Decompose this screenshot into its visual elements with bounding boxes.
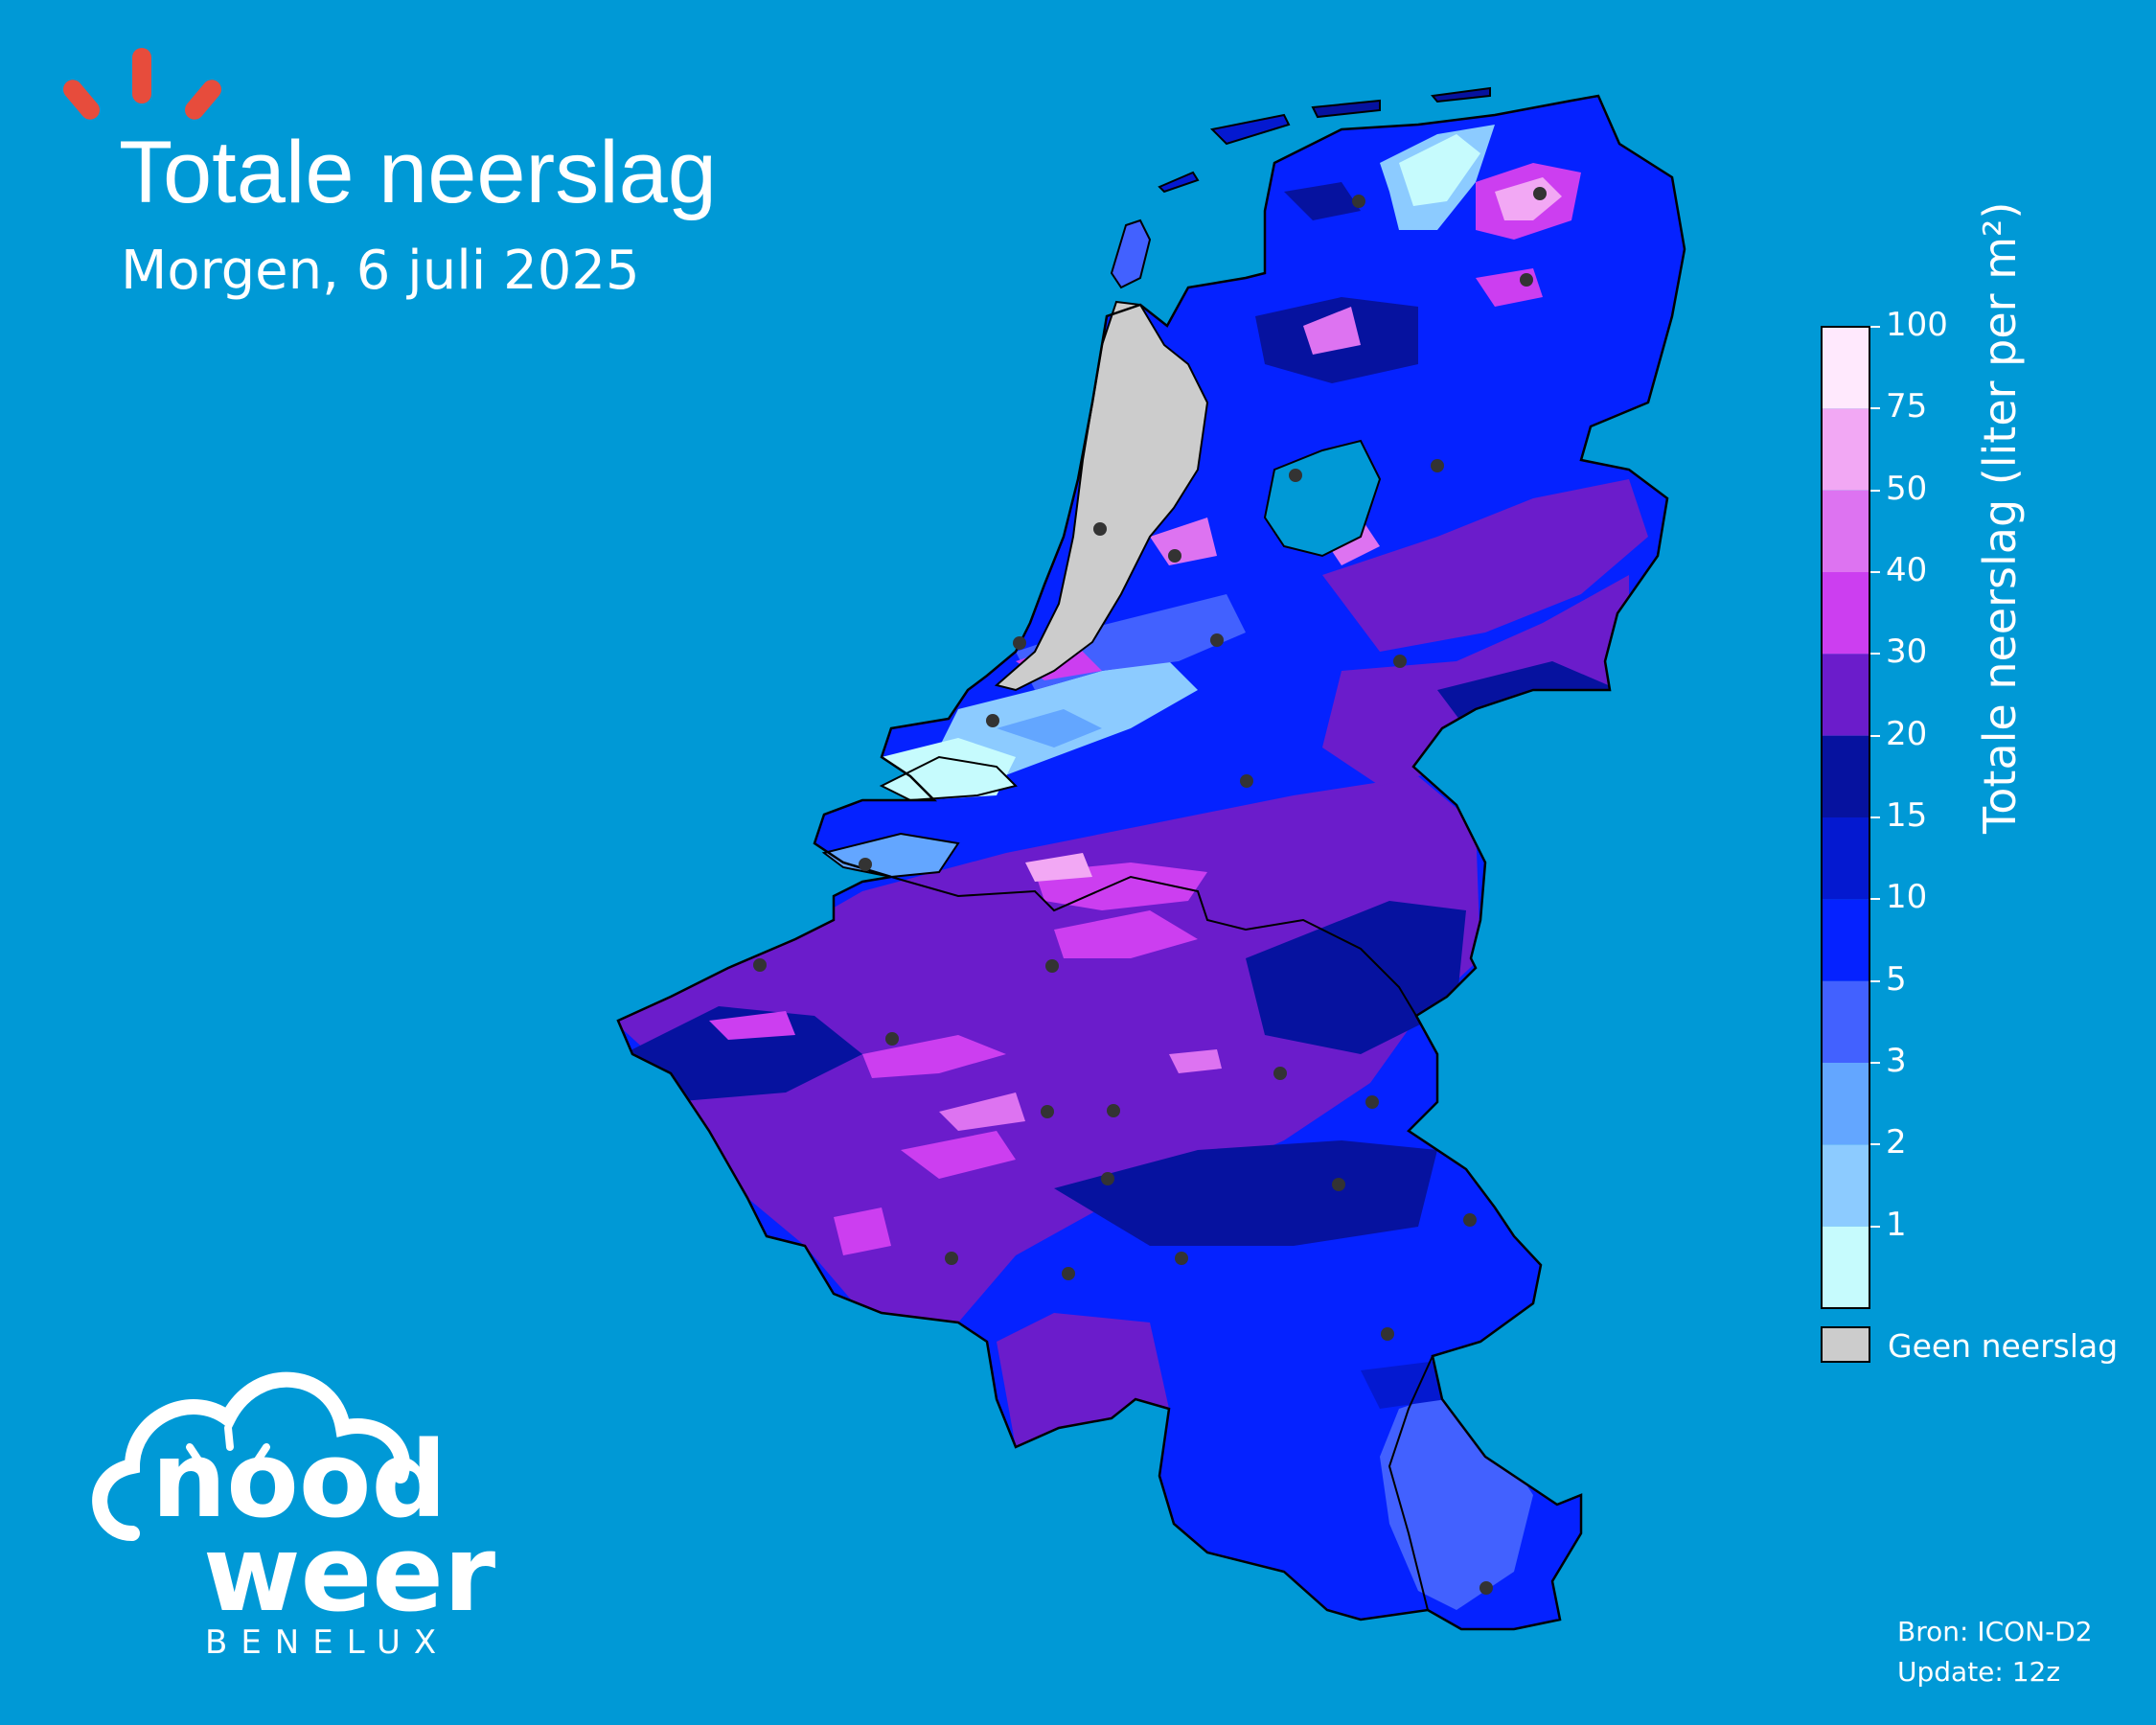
colorbar-bin xyxy=(1822,817,1869,900)
colorbar-tick xyxy=(1870,1225,1880,1228)
colorbar-tick xyxy=(1870,816,1880,818)
colorbar-bin xyxy=(1822,735,1869,817)
colorbar-bin xyxy=(1822,1063,1869,1145)
source-label: Bron: ICON-D2 xyxy=(1897,1616,2093,1647)
colorbar-tick-label: 10 xyxy=(1886,878,1928,917)
noodweer-logo-icon xyxy=(92,1371,410,1541)
colorbar-tick-label: 100 xyxy=(1886,306,1948,344)
colorbar-tick xyxy=(1870,653,1880,656)
colorbar-tick xyxy=(1870,1143,1880,1146)
colorbar-tick-label: 20 xyxy=(1886,714,1928,753)
colorbar-tick-label: 5 xyxy=(1886,959,1907,999)
logo-benelux: BENELUX xyxy=(205,1623,450,1662)
colorbar-bin xyxy=(1822,490,1869,572)
colorbar-bin xyxy=(1822,899,1869,981)
logo-word-weer: weer xyxy=(203,1512,496,1635)
no-rain-label: Geen neerslag xyxy=(1888,1327,2119,1365)
colorbar-tick xyxy=(1870,898,1880,901)
colorbar-tick-label: 15 xyxy=(1886,796,1928,835)
brand-rays-icon xyxy=(63,48,221,120)
colorbar-bin xyxy=(1822,572,1869,655)
colorbar-tick-label: 2 xyxy=(1886,1123,1907,1162)
colorbar-bin xyxy=(1822,408,1869,491)
colorbar-tick xyxy=(1870,407,1880,410)
colorbar-bin xyxy=(1822,1144,1869,1227)
colorbar-bin xyxy=(1822,980,1869,1063)
update-label: Update: 12z xyxy=(1897,1656,2061,1688)
colorbar-tick xyxy=(1870,979,1880,982)
colorbar-tick-label: 3 xyxy=(1886,1042,1907,1080)
colorbar-tick xyxy=(1870,489,1880,492)
colorbar-bin xyxy=(1822,654,1869,736)
no-rain-swatch xyxy=(1821,1326,1870,1363)
map-subtitle: Morgen, 6 juli 2025 xyxy=(121,240,640,302)
colorbar-tick-label: 40 xyxy=(1886,551,1928,589)
colorbar-bin xyxy=(1822,327,1869,409)
colorbar-tick-label: 30 xyxy=(1886,632,1928,672)
colorbar-tick-label: 75 xyxy=(1886,387,1928,426)
colorbar-tick xyxy=(1870,734,1880,737)
colorbar-tick xyxy=(1870,1062,1880,1064)
colorbar-title: Totale neerslag (liter per m²) xyxy=(1974,201,2026,834)
colorbar-bin xyxy=(1822,1226,1869,1308)
colorbar-tick xyxy=(1870,571,1880,573)
precipitation-colorbar xyxy=(1821,326,1870,1363)
logo-word-nood: nood xyxy=(151,1418,447,1541)
colorbar-tick-label: 1 xyxy=(1886,1205,1907,1244)
colorbar-tick xyxy=(1870,326,1880,328)
source-info: Bron: ICON-D2 Update: 12z xyxy=(1897,1612,2093,1692)
map-title: Totale neerslag xyxy=(119,124,717,221)
colorbar-tick-label: 50 xyxy=(1886,469,1928,508)
